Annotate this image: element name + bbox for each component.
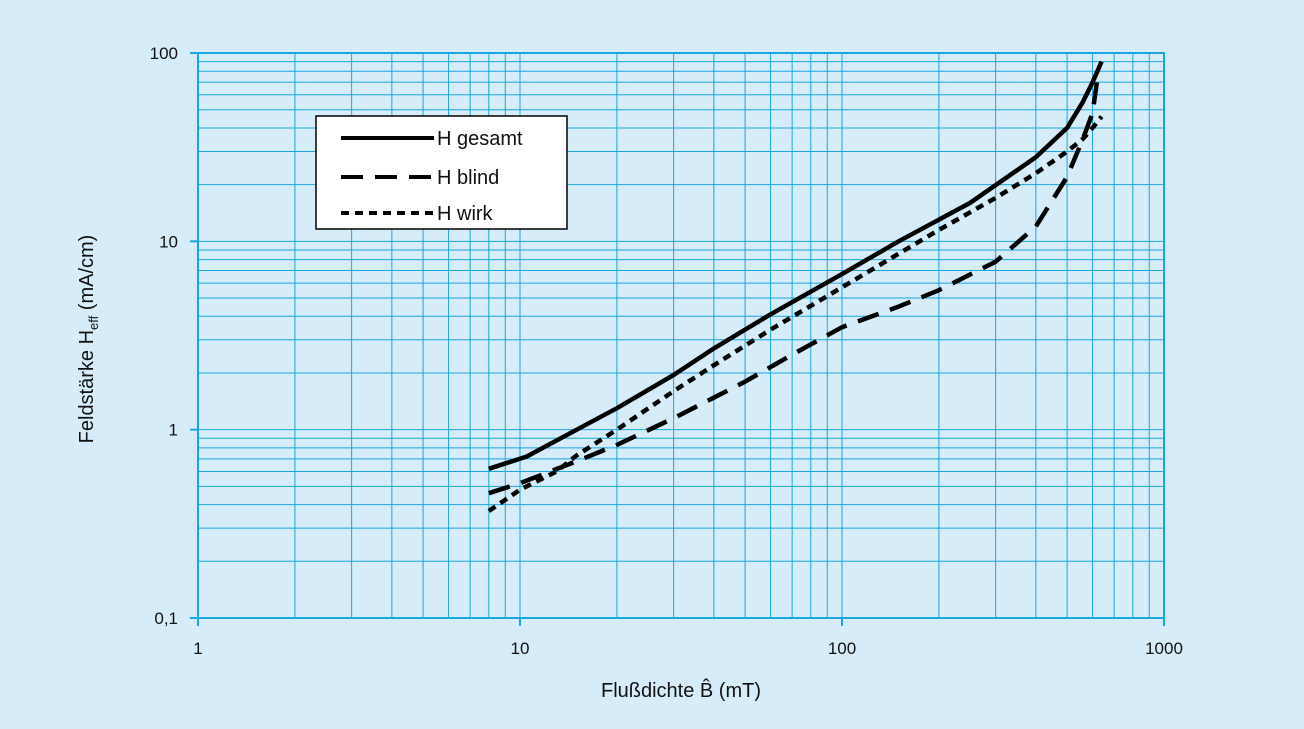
legend-item-h-blind: H blind [341,167,499,189]
series-line-h-blind [488,79,1100,496]
y-tick-label: 10 [159,232,178,251]
series-group [487,60,1104,513]
legend-label-h-wirk: H wirk [437,203,494,225]
legend-label-h-gesamt: H gesamt [437,128,523,150]
legend-item-h-gesamt: H gesamt [341,128,523,150]
y-tick-label: 0,1 [154,609,178,628]
x-tick-label: 1 [193,639,202,658]
tick-labels: 1 10 100 1000 0,1 1 10 100 [150,44,1183,658]
legend: H gesamt H blind H wirk [315,115,568,230]
y-axis-title-main: Feldstärke H [76,330,98,443]
x-tick-label: 1000 [1145,639,1183,658]
legend-box [315,115,568,230]
legend-item-h-wirk: H wirk [341,203,494,225]
x-tick-label: 10 [511,639,530,658]
plot-frame [190,52,1165,626]
y-axis-title: Feldstärke Heff (mA/cm) [76,235,101,444]
series-line-h-wirk [487,115,1104,513]
legend-label-h-blind: H blind [437,167,499,189]
x-axis-title: Flußdichte B̂ (mT) [601,679,761,702]
y-axis-title-subscript: eff [86,315,101,330]
x-tick-label: 100 [828,639,856,658]
y-axis-title-unit: (mA/cm) [76,235,98,316]
series-line-h-gesamt [488,60,1104,471]
plot-border [197,52,1165,619]
y-tick-label: 100 [150,44,178,63]
y-tick-label: 1 [169,421,178,440]
